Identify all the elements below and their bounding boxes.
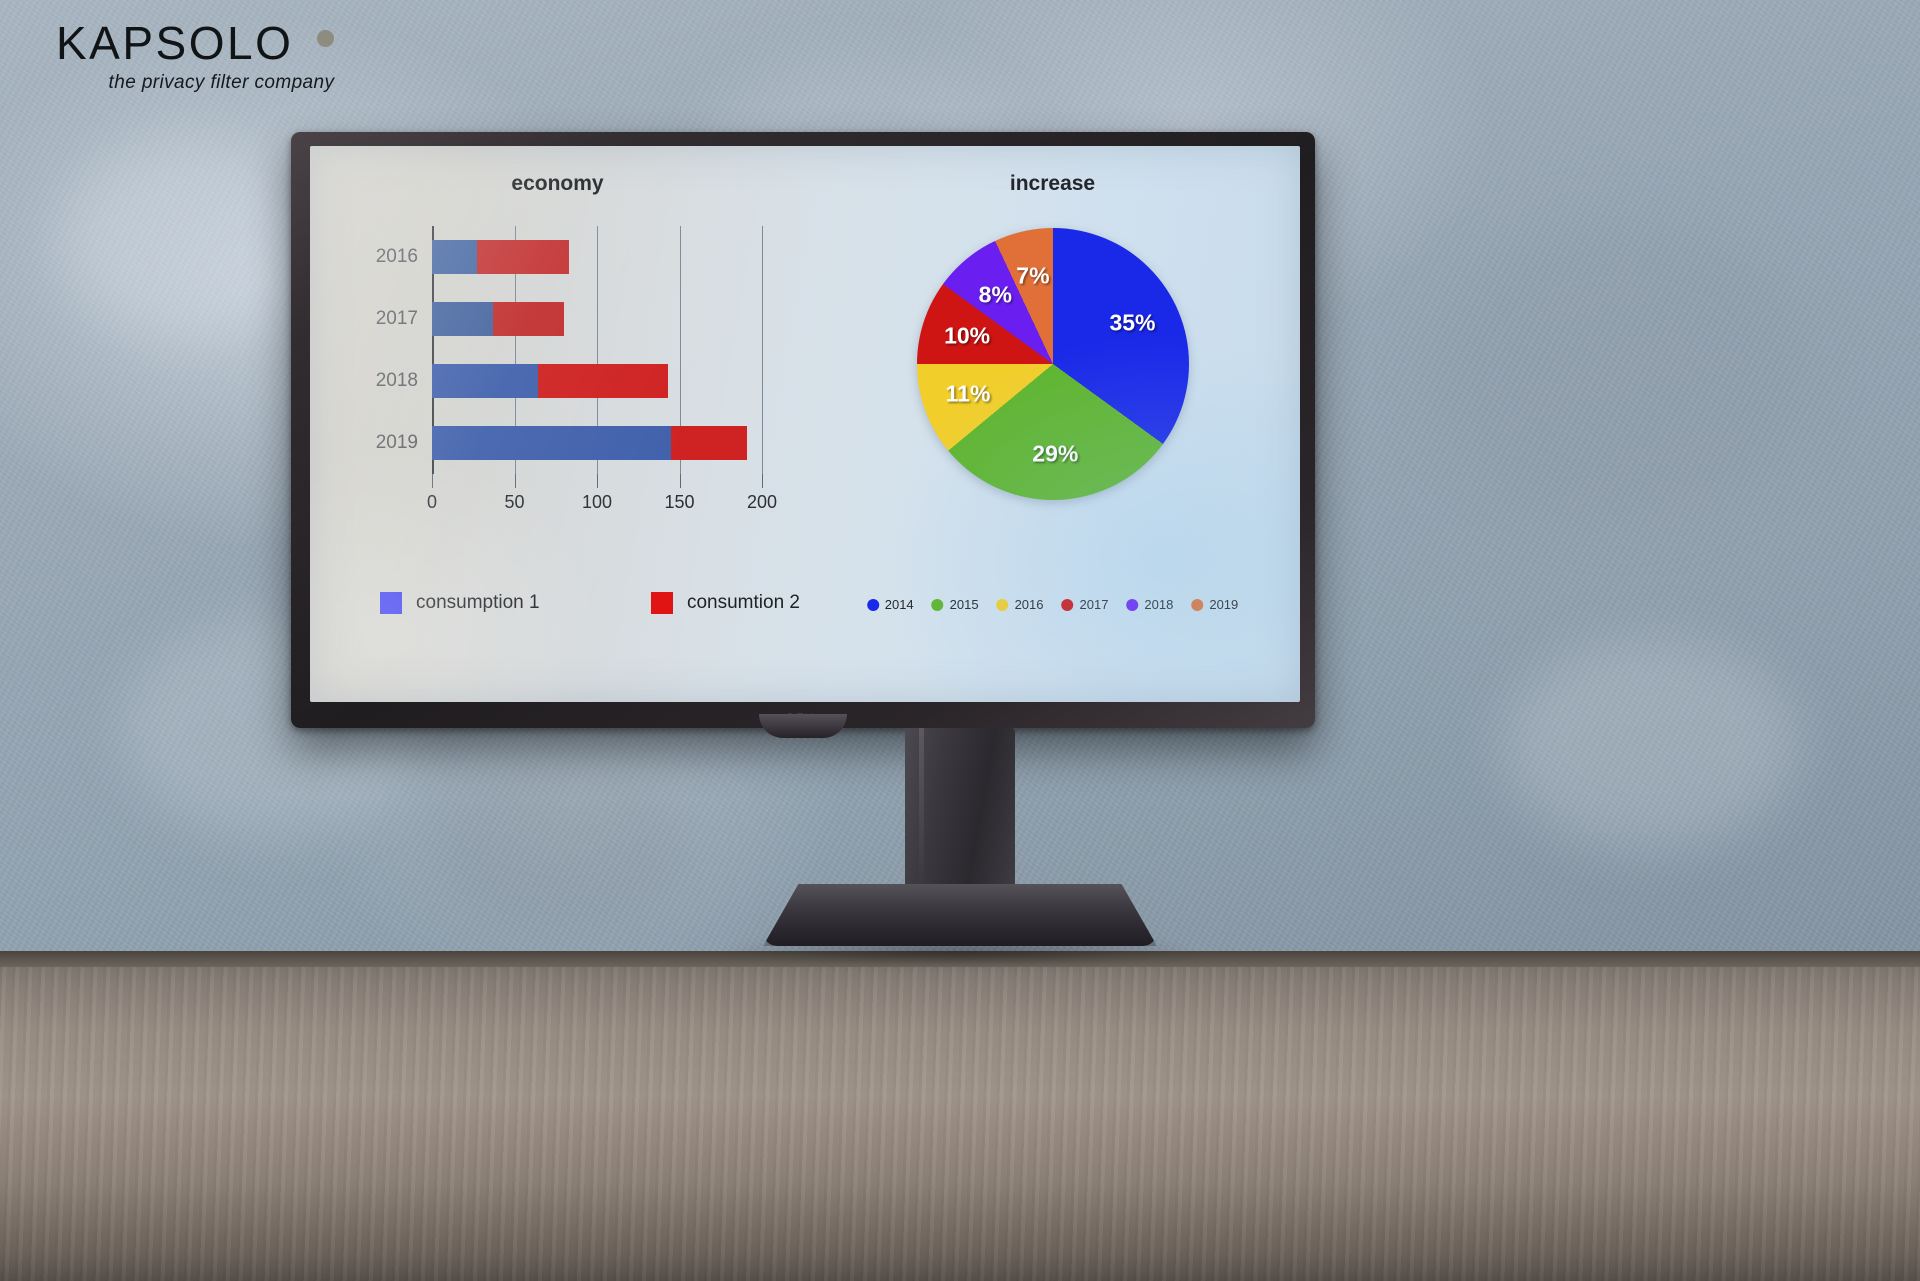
bar-row[interactable]: 2016 [376, 240, 762, 274]
bar-segment[interactable] [671, 426, 748, 460]
bar-chart-plot-area: 2016 2017 2018 2019 0 50 100 150 200 [376, 226, 777, 512]
pie-legend-item-2017[interactable]: 2017 [1061, 597, 1109, 612]
axis-tick-label: 150 [664, 492, 695, 512]
legend-label: consumtion 2 [686, 592, 800, 613]
legend-label: 2016 [1014, 597, 1044, 612]
pie-slice-label: 8% [978, 281, 1012, 308]
wall-blotch [430, 760, 690, 930]
legend-dot-icon [1061, 598, 1074, 611]
legend-label: 2017 [1079, 597, 1109, 612]
brand-name: KAPSOLO [56, 17, 335, 69]
bar-segment[interactable] [493, 302, 564, 336]
bar-chart-panel: economy 2016 2017 2018 2019 0 50 100 150 200 con… [310, 146, 805, 702]
brand-dot-icon [317, 30, 335, 48]
bar-segment[interactable] [432, 426, 672, 460]
legend-item-consumption-1[interactable]: consumption 1 [380, 592, 540, 614]
axis-tick [679, 474, 681, 488]
axis-tick-label: 100 [581, 492, 613, 512]
axis-tick-label: 0 [426, 492, 438, 512]
pie-chart-plot-area: 35% 29% 11% 10% 8% 7% [916, 228, 1189, 500]
axis-tick [762, 474, 764, 488]
monitor-cable-notch [759, 714, 847, 738]
pie-slice-label: 7% [1016, 262, 1050, 289]
pie-slice-label: 11% [945, 380, 991, 407]
bar-segment[interactable] [476, 240, 569, 274]
table-edge [0, 951, 1920, 967]
grid-line [597, 226, 599, 474]
computer-monitor: economy 2016 2017 2018 2019 0 50 100 150 200 con… [291, 132, 1315, 738]
wall-blotch [1500, 640, 1800, 850]
pie-chart-title: increase [1009, 172, 1096, 195]
grid-line [762, 226, 764, 474]
monitor-stand-neck [905, 728, 1015, 896]
pie-chart[interactable] [916, 228, 1189, 500]
pie-legend-item-2018[interactable]: 2018 [1126, 597, 1173, 612]
legend-dot-icon [996, 598, 1009, 611]
legend-swatch-icon [650, 592, 673, 614]
legend-swatch-icon [380, 592, 402, 614]
kapsolo-logo: KAPSOLO the privacy filter company [56, 17, 335, 94]
bar-segment[interactable] [432, 364, 538, 398]
bar-category-label: 2016 [375, 246, 418, 267]
bar-chart-x-axis: 0 50 100 150 200 [427, 474, 777, 514]
monitor-stand-base [763, 884, 1157, 946]
pie-legend-item-2015[interactable]: 2015 [931, 597, 979, 612]
axis-tick [514, 474, 516, 488]
wall-blotch [1430, 220, 1810, 520]
bar-segment[interactable] [432, 240, 477, 274]
brand-name-text: KAPSOLO [56, 17, 294, 69]
legend-label: 2019 [1209, 597, 1239, 612]
legend-label: consumption 1 [416, 592, 540, 613]
pie-chart-panel: increase 35% 29% 11% 10% 8% 7% 2014 2015 2016 20… [805, 146, 1300, 702]
legend-label: 2018 [1144, 597, 1174, 612]
axis-tick-label: 50 [504, 492, 525, 512]
bar-chart-y-axis [432, 226, 434, 474]
dashboard: economy 2016 2017 2018 2019 0 50 100 150 200 con… [310, 146, 1300, 702]
pie-legend-item-2014[interactable]: 2014 [866, 597, 914, 612]
legend-dot-icon [1191, 598, 1204, 611]
legend-item-consumtion-2[interactable]: consumtion 2 [650, 592, 800, 614]
axis-tick-label: 200 [746, 492, 778, 512]
monitor-bezel: economy 2016 2017 2018 2019 0 50 100 150 200 con… [291, 132, 1315, 728]
monitor-screen[interactable]: economy 2016 2017 2018 2019 0 50 100 150 200 con… [310, 146, 1300, 702]
bar-category-label: 2018 [375, 370, 418, 391]
bar-segment[interactable] [537, 364, 668, 398]
legend-dot-icon [931, 598, 944, 611]
pie-slice-label: 35% [1109, 309, 1156, 336]
legend-label: 2015 [949, 597, 979, 612]
wall-blotch [60, 140, 320, 340]
wooden-table [0, 951, 1920, 1281]
pie-slice-label: 29% [1032, 440, 1079, 467]
bar-chart-title: economy [511, 172, 604, 195]
legend-dot-icon [1126, 598, 1139, 611]
bar-segment[interactable] [432, 302, 494, 336]
grid-line [514, 226, 516, 474]
bar-row[interactable]: 2019 [376, 426, 762, 460]
bar-category-label: 2019 [375, 432, 418, 453]
bar-row[interactable]: 2017 [376, 302, 762, 336]
bar-row[interactable]: 2018 [376, 364, 762, 398]
grid-line [679, 226, 681, 474]
pie-chart-legend: 2014 2015 2016 2017 2018 2019 [866, 597, 1238, 612]
axis-tick [432, 474, 434, 488]
brand-tagline: the privacy filter company [108, 72, 335, 93]
axis-tick [597, 474, 599, 488]
pie-slice-label: 10% [944, 322, 991, 349]
legend-label: 2014 [884, 597, 914, 612]
bar-category-label: 2017 [375, 308, 418, 329]
pie-legend-item-2016[interactable]: 2016 [996, 597, 1044, 612]
pie-legend-item-2019[interactable]: 2019 [1191, 597, 1238, 612]
bar-chart-legend: consumption 1 consumtion 2 [380, 592, 800, 614]
legend-dot-icon [866, 598, 879, 611]
